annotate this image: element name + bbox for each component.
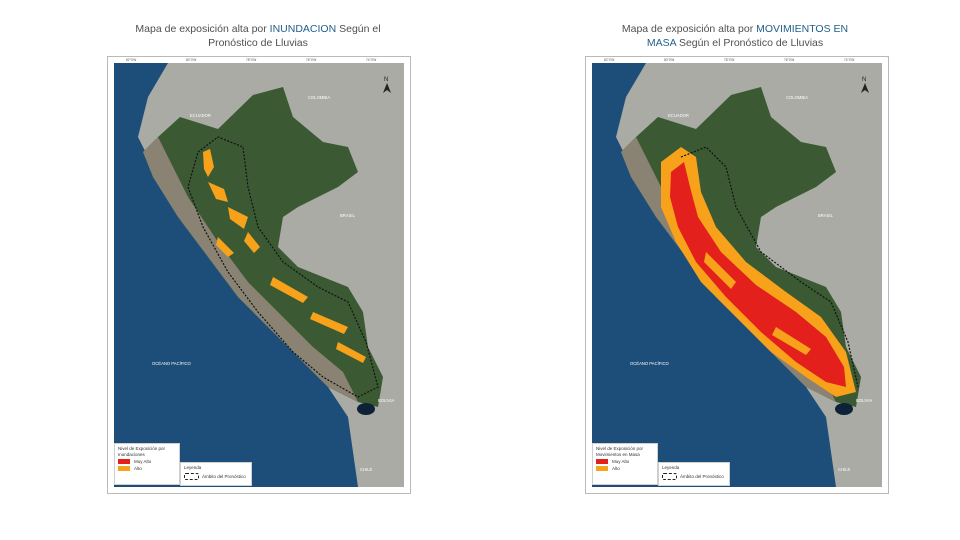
label-brasil: BRASIL <box>340 213 356 218</box>
graticule-labels: 82°0'W 80°0'W 78°0'W 76°0'W 74°0'W <box>604 58 854 62</box>
legend-forecast-inundacion: Leyenda Ámbito del Pronóstico <box>180 462 252 486</box>
tick-label: 82°0'W <box>126 58 136 62</box>
legend-title: Nivel de Exposición por Inundaciones <box>115 444 179 458</box>
title-line2: Pronóstico de Lluvias <box>208 37 308 49</box>
map-canvas-movimientos: 82°0'W 80°0'W 78°0'W 76°0'W 74°0'W COLOM… <box>592 58 882 487</box>
label-chile: CHILE <box>360 467 373 472</box>
legend2-title: Leyenda <box>184 465 202 470</box>
legend-forecast-movimientos: Leyenda Ámbito del Pronóstico <box>658 462 730 486</box>
label-bolivia: BOLIVIA <box>378 398 394 403</box>
north-label: N <box>384 77 388 83</box>
legend-label: Alto <box>612 466 620 471</box>
legend2-row: Ámbito del Pronóstico <box>181 472 251 481</box>
map-title-inundacion: Mapa de exposición alta por INUNDACION S… <box>108 22 408 50</box>
lake-titicaca <box>835 403 853 415</box>
legend-label: Alto <box>134 466 142 471</box>
forecast-boundary <box>680 146 859 388</box>
label-chile: CHILE <box>838 467 851 472</box>
tick-label: 80°0'W <box>664 58 674 62</box>
exposure-alto-patch <box>772 327 811 355</box>
label-ecuador: ECUADOR <box>190 113 211 118</box>
legend-row-alto: Alto <box>593 465 657 472</box>
legend-swatch-alto <box>118 466 130 471</box>
legend2-row: Ámbito del Pronóstico <box>659 472 729 481</box>
legend2-label: Ámbito del Pronóstico <box>680 473 724 479</box>
legend2-label: Ámbito del Pronóstico <box>202 473 246 479</box>
map-canvas-inundacion: 82°0'W 80°0'W 78°0'W 76°0'W 74°0'W COLOM… <box>114 58 404 487</box>
tick-label: 74°0'W <box>844 58 854 62</box>
title-text-after: Según el <box>336 23 381 35</box>
legend2-swatch <box>662 472 677 480</box>
forecast-boundary <box>187 136 379 398</box>
exposure-alto-patch <box>310 312 348 334</box>
legend2-title: Leyenda <box>662 465 680 470</box>
legend-swatch-muy-alto <box>596 459 608 464</box>
legend-label: Muy Alto <box>134 459 152 464</box>
legend-title-line2: Movimientos en Masa <box>596 451 640 457</box>
map-title-movimientos: Mapa de exposición alta por MOVIMIENTOS … <box>585 22 885 50</box>
exposure-alto-patch <box>244 232 260 253</box>
label-oceano: OCÉANO PACÍFICO <box>152 361 192 366</box>
exposure-alto-patch <box>208 182 228 202</box>
tick-label: 74°0'W <box>366 58 376 62</box>
legend-label: Muy Alto <box>612 459 630 464</box>
tick-label: 78°0'W <box>724 58 734 62</box>
legend-swatch-muy-alto <box>118 459 130 464</box>
map-frame-inundacion: 82°0'W 80°0'W 78°0'W 76°0'W 74°0'W COLOM… <box>107 56 411 494</box>
exposure-alto-patch <box>216 237 234 257</box>
graticule-labels: 82°0'W 80°0'W 78°0'W 76°0'W 74°0'W <box>126 58 376 62</box>
exposure-alto-patch <box>336 342 366 363</box>
legend-row-muy-alto: Muy Alto <box>593 458 657 465</box>
exposure-alto-patch <box>270 277 308 303</box>
tick-label: 76°0'W <box>784 58 794 62</box>
legend-title-line1: Nivel de Exposición por <box>118 446 166 451</box>
label-brasil: BRASIL <box>818 213 834 218</box>
tick-label: 78°0'W <box>246 58 256 62</box>
tick-label: 82°0'W <box>604 58 614 62</box>
north-arrow-icon: N <box>858 75 872 95</box>
label-colombia: COLOMBIA <box>308 95 330 100</box>
exposure-alto-patch <box>228 207 248 229</box>
legend-swatch-alto <box>596 466 608 471</box>
label-ecuador: ECUADOR <box>668 113 689 118</box>
andes-coast <box>143 137 358 402</box>
exposure-alto-patch <box>203 149 214 177</box>
legend-exposure-inundacion: Nivel de Exposición por Inundaciones Muy… <box>114 443 180 485</box>
legend-title-line1: Nivel de Exposición por <box>596 446 644 451</box>
exposure-alto-patch <box>704 252 736 289</box>
exposure-muy-alto-zone <box>670 162 846 387</box>
title-highlight: INUNDACION <box>269 23 337 35</box>
tick-label: 76°0'W <box>306 58 316 62</box>
label-bolivia: BOLIVIA <box>856 398 872 403</box>
peru-territory <box>143 87 383 407</box>
legend2-swatch <box>184 472 199 480</box>
legend-row-alto: Alto <box>115 465 179 472</box>
tick-label: 80°0'W <box>186 58 196 62</box>
label-oceano: OCÉANO PACÍFICO <box>630 361 670 366</box>
title-line2: Según el Pronóstico de Lluvias <box>676 37 824 49</box>
legend-row-muy-alto: Muy Alto <box>115 458 179 465</box>
map-frame-movimientos: 82°0'W 80°0'W 78°0'W 76°0'W 74°0'W COLOM… <box>585 56 889 494</box>
title-highlight: MOVIMIENTOS EN <box>756 23 849 35</box>
legend-exposure-movimientos: Nivel de Exposición por Movimientos en M… <box>592 443 658 485</box>
north-label: N <box>862 77 866 83</box>
lake-titicaca <box>357 403 375 415</box>
title-text: Mapa de exposición alta por <box>621 23 757 35</box>
label-colombia: COLOMBIA <box>786 95 808 100</box>
legend-title: Nivel de Exposición por Movimientos en M… <box>593 444 657 458</box>
north-arrow-icon: N <box>380 75 394 95</box>
title-text: Mapa de exposición alta por <box>135 23 270 35</box>
legend-title-line2: Inundaciones <box>118 451 145 457</box>
title-line2-highlight: MASA <box>646 37 677 49</box>
